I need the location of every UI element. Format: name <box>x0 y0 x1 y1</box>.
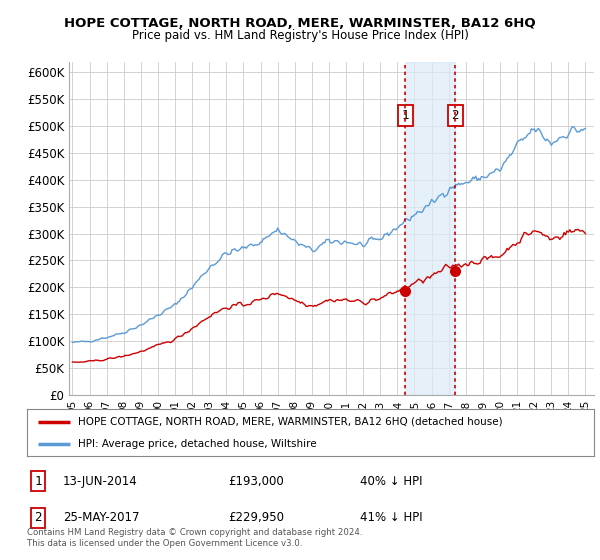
Text: 13-JUN-2014: 13-JUN-2014 <box>63 475 138 488</box>
Text: 40% ↓ HPI: 40% ↓ HPI <box>360 475 422 488</box>
Text: HPI: Average price, detached house, Wiltshire: HPI: Average price, detached house, Wilt… <box>78 438 317 449</box>
Bar <box>405 62 455 395</box>
Text: HOPE COTTAGE, NORTH ROAD, MERE, WARMINSTER, BA12 6HQ (detached house): HOPE COTTAGE, NORTH ROAD, MERE, WARMINST… <box>78 417 503 427</box>
Text: 1: 1 <box>34 475 41 488</box>
Text: 25-MAY-2017: 25-MAY-2017 <box>63 511 139 524</box>
Text: Contains HM Land Registry data © Crown copyright and database right 2024.
This d: Contains HM Land Registry data © Crown c… <box>27 528 362 548</box>
Text: 2: 2 <box>34 511 41 524</box>
Text: £229,950: £229,950 <box>228 511 284 524</box>
Text: 41% ↓ HPI: 41% ↓ HPI <box>360 511 422 524</box>
Text: HOPE COTTAGE, NORTH ROAD, MERE, WARMINSTER, BA12 6HQ: HOPE COTTAGE, NORTH ROAD, MERE, WARMINST… <box>64 17 536 30</box>
Text: Price paid vs. HM Land Registry's House Price Index (HPI): Price paid vs. HM Land Registry's House … <box>131 29 469 42</box>
Text: £193,000: £193,000 <box>228 475 284 488</box>
Text: 1: 1 <box>401 109 409 122</box>
Text: 2: 2 <box>452 109 459 122</box>
